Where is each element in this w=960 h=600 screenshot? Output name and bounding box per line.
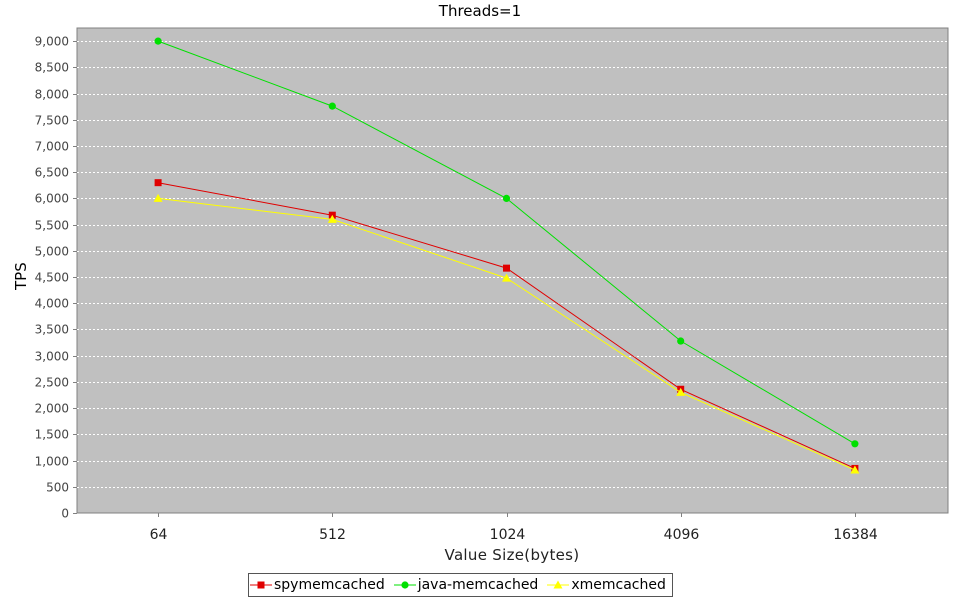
legend-label: xmemcached (571, 577, 666, 593)
data-point-java-memcached (328, 102, 336, 110)
legend-item-java-memcached: java-memcached (393, 577, 539, 593)
legend-item-xmemcached: xmemcached (546, 577, 666, 593)
y-tick-label: 5,000 (35, 245, 69, 259)
x-tick-label: 1024 (490, 527, 526, 543)
y-tick-label: 8,500 (35, 61, 69, 75)
x-tick-label: 16384 (833, 527, 878, 543)
data-point-xmemcached (676, 387, 686, 396)
legend: spymemcached java-memcached xmemcached (248, 573, 673, 597)
series-java-memcached (154, 37, 859, 448)
y-tick-label: 3,500 (35, 323, 69, 337)
legend-swatch (393, 581, 416, 589)
y-tick-label: 1,000 (35, 455, 69, 469)
y-tick-label: 5,500 (35, 219, 69, 233)
data-point-xmemcached (850, 465, 860, 474)
data-point-java-memcached (154, 37, 162, 45)
y-tick-label: 6,000 (35, 192, 69, 206)
y-tick-label: 4,500 (35, 271, 69, 285)
data-point-java-memcached (677, 337, 685, 345)
y-tick-label: 7,000 (35, 140, 69, 154)
legend-label: java-memcached (417, 577, 539, 593)
plot-area (76, 27, 949, 514)
data-point-spymemcached (154, 179, 162, 187)
data-point-xmemcached (153, 193, 163, 202)
data-point-java-memcached (502, 194, 511, 203)
x-axis-label: Value Size(bytes) (444, 546, 580, 564)
grid-lines (77, 41, 948, 488)
x-tick-label: 4096 (664, 527, 700, 543)
axes: 0 500 1,000 1,500 2,000 2,500 3,000 3,500 4,000 4… (35, 35, 878, 544)
y-tick-label: 9,000 (35, 35, 69, 49)
legend-swatch (250, 581, 272, 589)
series-xmemcached (153, 193, 860, 474)
legend-label: spymemcached (274, 577, 385, 593)
series (153, 37, 860, 474)
y-tick-label: 4,000 (35, 297, 69, 311)
legend-item-spymemcached: spymemcached (249, 577, 385, 593)
x-tick-label: 64 (150, 527, 168, 543)
y-tick-label: 2,500 (35, 376, 69, 390)
data-point-xmemcached (327, 214, 337, 223)
y-tick-label: 2,000 (35, 402, 69, 416)
y-tick-label: 0 (61, 507, 69, 521)
y-tick-label: 500 (46, 481, 69, 495)
y-tick-label: 1,500 (35, 428, 69, 442)
y-tick-label: 7,500 (35, 114, 69, 128)
data-point-spymemcached (503, 264, 510, 272)
data-point-xmemcached (502, 273, 511, 282)
y-tick-label: 6,500 (35, 166, 69, 180)
legend-marker-square (257, 581, 265, 589)
legend-marker-triangle (553, 580, 563, 589)
x-tick-label: 512 (319, 527, 346, 543)
legend-marker-circle (401, 581, 409, 589)
y-tick-label: 3,000 (35, 350, 69, 364)
chart-title: Threads=1 (438, 2, 522, 20)
legend-swatch (547, 580, 570, 589)
y-tick-label: 8,000 (35, 88, 69, 102)
data-point-java-memcached (851, 440, 859, 448)
